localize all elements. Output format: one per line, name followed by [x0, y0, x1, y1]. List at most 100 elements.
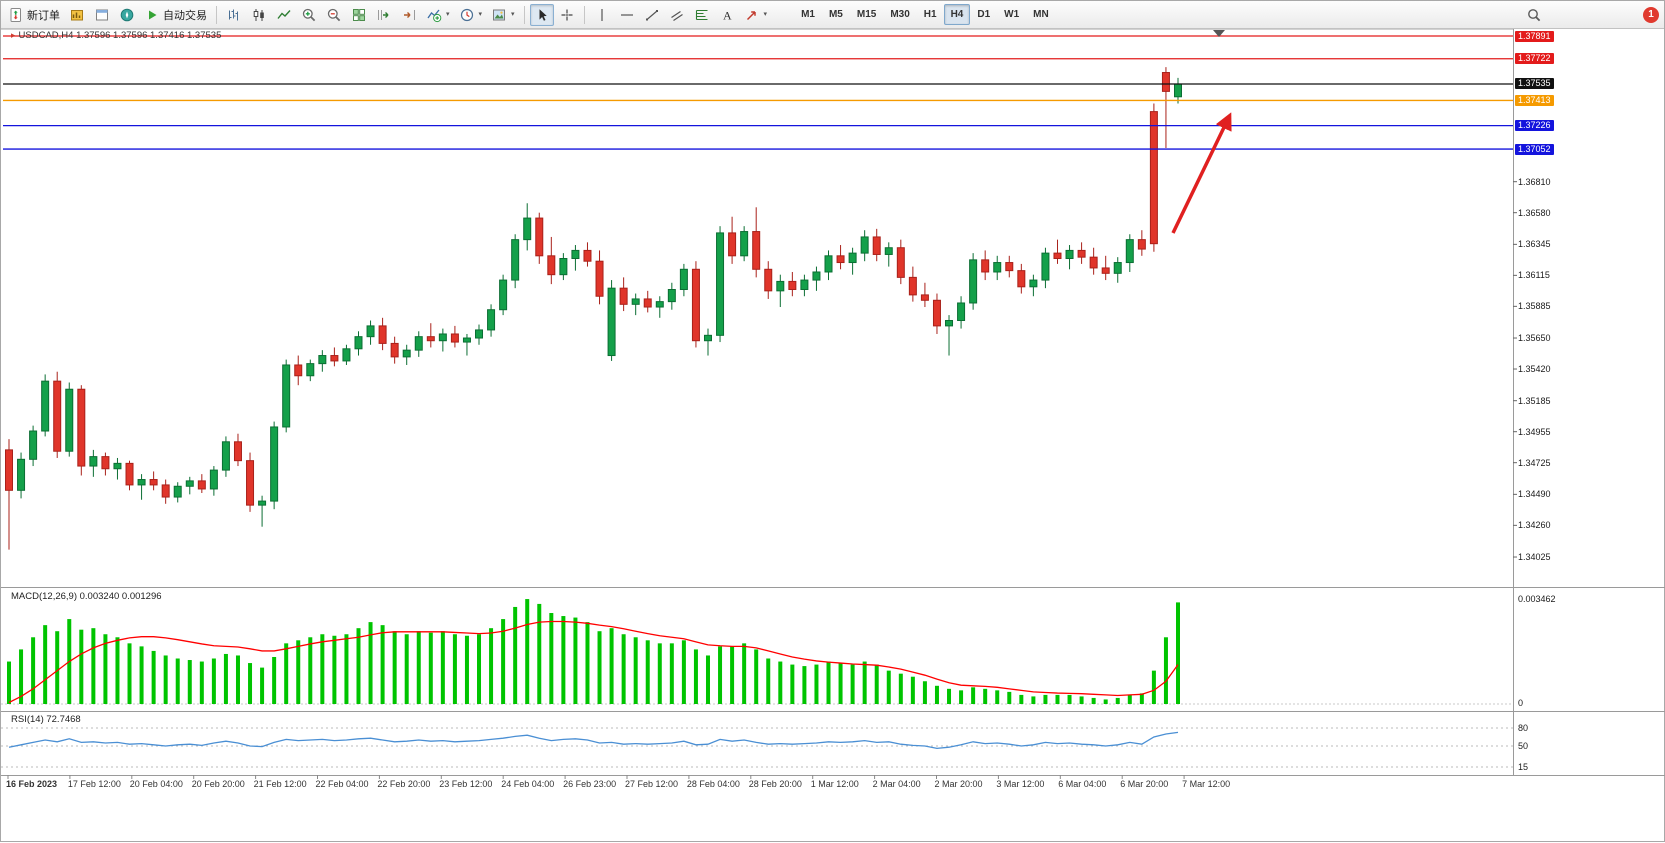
- candle-body: [1125, 239, 1134, 264]
- candle-body: [475, 329, 484, 339]
- templates-button[interactable]: ▾: [487, 4, 519, 26]
- auto-scroll-button[interactable]: [372, 4, 396, 26]
- horizontal-line-button[interactable]: [615, 4, 639, 26]
- macd-histogram-bar: [380, 625, 385, 704]
- macd-histogram-bar: [115, 637, 120, 704]
- data-window-button[interactable]: [90, 4, 114, 26]
- timeframe-d1[interactable]: D1: [970, 4, 997, 25]
- crosshair-button[interactable]: [555, 4, 579, 26]
- chart-bars-button[interactable]: [222, 4, 246, 26]
- timeframe-m5[interactable]: M5: [822, 4, 850, 25]
- macd-histogram-bar: [7, 661, 11, 704]
- candle-body: [246, 460, 255, 506]
- macd-histogram-bar: [826, 661, 831, 704]
- zoom-out-button[interactable]: [322, 4, 346, 26]
- timeframe-m30[interactable]: M30: [883, 4, 916, 25]
- trend-arrow-annotation[interactable]: [1171, 112, 1232, 234]
- market-watch-button[interactable]: [65, 4, 89, 26]
- macd-histogram-bar: [633, 637, 638, 704]
- chart-line-button[interactable]: [272, 4, 296, 26]
- fibonacci-icon: [695, 9, 708, 20]
- zoom-out-icon: [327, 8, 341, 21]
- macd-histogram-bar: [597, 631, 602, 704]
- toolbar-separator: [523, 5, 525, 24]
- macd-histogram-bar: [272, 656, 277, 704]
- zoom-in-button[interactable]: [297, 4, 321, 26]
- candle-body: [41, 380, 50, 432]
- fibonacci-button[interactable]: [690, 4, 714, 26]
- text-tool-button[interactable]: A: [715, 4, 739, 26]
- macd-histogram-bar: [657, 643, 662, 704]
- macd-histogram-bar: [464, 635, 469, 704]
- candle-body: [1149, 111, 1158, 245]
- timeframe-m1[interactable]: M1: [794, 4, 822, 25]
- arrows-tool-icon: [746, 10, 756, 20]
- auto-trading-label: 自动交易: [163, 9, 207, 22]
- macd-histogram-bar: [392, 631, 397, 704]
- toolbar: 新订单 自动交易: [1, 1, 1664, 29]
- cursor-button[interactable]: [529, 3, 554, 26]
- candle-body: [209, 469, 218, 490]
- vertical-line-button[interactable]: [590, 4, 614, 26]
- candle-body: [197, 480, 206, 490]
- chart-shift-button[interactable]: [397, 4, 421, 26]
- navigator-button[interactable]: [115, 4, 139, 26]
- clock-icon: [460, 8, 473, 21]
- periods-button[interactable]: ▾: [455, 4, 487, 26]
- new-order-button[interactable]: 新订单: [4, 4, 64, 26]
- macd-histogram-bar: [1115, 697, 1120, 704]
- macd-histogram-bar: [416, 631, 421, 704]
- macd-histogram-bar: [320, 634, 325, 704]
- candle-body: [788, 280, 797, 291]
- macd-histogram-bar: [284, 643, 289, 704]
- timeframe-mn[interactable]: MN: [1026, 4, 1056, 25]
- chart-shift-marker[interactable]: [1213, 30, 1225, 37]
- macd-histogram-bar: [621, 634, 626, 704]
- candle-body: [583, 249, 592, 262]
- candle-body: [390, 342, 399, 358]
- rsi-line: [8, 731, 1179, 750]
- macd-histogram-bar: [308, 637, 313, 704]
- candle-body: [221, 441, 230, 471]
- candle-body: [703, 334, 712, 342]
- tile-windows-button[interactable]: [347, 4, 371, 26]
- timeframe-h1[interactable]: H1: [917, 4, 944, 25]
- macd-histogram-bar: [163, 655, 168, 704]
- channel-button[interactable]: [665, 4, 689, 26]
- macd-histogram-bar: [525, 599, 530, 704]
- candle-body: [932, 299, 941, 327]
- macd-histogram-bar: [440, 631, 445, 704]
- new-order-label: 新订单: [27, 9, 60, 22]
- vertical-line-icon: [600, 8, 603, 21]
- macd-histogram-bar: [211, 658, 216, 704]
- candle-body: [173, 485, 182, 498]
- macd-histogram-bar: [874, 664, 879, 704]
- indicators-button[interactable]: ▾: [422, 4, 454, 26]
- auto-trading-button[interactable]: 自动交易: [140, 4, 211, 26]
- trendline-button[interactable]: [640, 4, 664, 26]
- candle-body: [354, 336, 363, 350]
- candle-body: [752, 231, 761, 270]
- macd-histogram-bar: [561, 616, 566, 704]
- timeframe-m15[interactable]: M15: [850, 4, 883, 25]
- search-button[interactable]: [1522, 4, 1546, 26]
- chart-area[interactable]: ▸ USDCAD,H4 1.37596 1.37596 1.37416 1.37…: [1, 28, 1665, 843]
- candle-body: [89, 456, 98, 467]
- trendline-icon: [645, 9, 658, 20]
- macd-histogram-bar: [983, 688, 988, 704]
- candle-body: [920, 294, 929, 301]
- notification-badge[interactable]: 1: [1643, 6, 1659, 23]
- macd-histogram-bar: [79, 629, 84, 704]
- macd-histogram-bar: [609, 628, 614, 704]
- candle-body: [776, 280, 785, 292]
- macd-histogram-bar: [428, 632, 433, 704]
- timeframe-h4[interactable]: H4: [943, 4, 971, 25]
- chart-candles-button[interactable]: [247, 4, 271, 26]
- candle-body: [824, 255, 833, 273]
- candle-body: [571, 249, 580, 260]
- candle-body: [908, 276, 917, 296]
- arrows-tool-button[interactable]: ▾: [740, 4, 772, 26]
- timeframe-w1[interactable]: W1: [997, 4, 1026, 25]
- candle-body: [113, 462, 122, 470]
